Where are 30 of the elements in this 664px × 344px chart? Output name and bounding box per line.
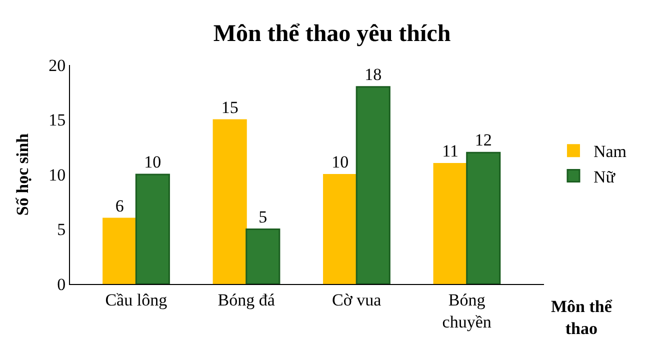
x-tick-label: Cầu lông xyxy=(105,290,168,310)
data-label: 5 xyxy=(258,207,268,226)
y-tick-label: 5 xyxy=(57,220,66,240)
y-tick-label: 20 xyxy=(48,56,66,75)
data-label: 10 xyxy=(332,152,349,172)
x-tick-label: Bóng đá xyxy=(218,290,276,310)
bar xyxy=(135,174,170,284)
bar xyxy=(212,119,247,284)
data-label: 15 xyxy=(221,98,238,117)
data-label: 10 xyxy=(144,152,162,172)
y-tick-label: 10 xyxy=(48,165,66,184)
x-tick-label: Cờ vua xyxy=(332,290,382,310)
bar xyxy=(433,163,468,284)
y-axis-title: Số học sinh xyxy=(13,132,32,216)
legend-label: Nam xyxy=(593,142,627,162)
chart-title: Môn thể thao yêu thích xyxy=(213,20,451,47)
data-label: 12 xyxy=(474,130,492,150)
bar xyxy=(323,174,358,284)
bar xyxy=(102,218,137,284)
bar xyxy=(356,86,390,284)
data-label: 6 xyxy=(115,196,124,216)
bar xyxy=(246,228,280,284)
bar xyxy=(466,152,501,284)
legend-label: Nữ xyxy=(593,167,616,186)
data-label: 11 xyxy=(442,142,458,161)
y-tick-label: 15 xyxy=(48,110,66,130)
y-tick-label: 0 xyxy=(57,274,66,294)
x-axis-title: Môn thể thao xyxy=(551,297,612,338)
x-tick-label: Bóng chuyền xyxy=(442,290,492,332)
data-label: 18 xyxy=(364,64,382,84)
